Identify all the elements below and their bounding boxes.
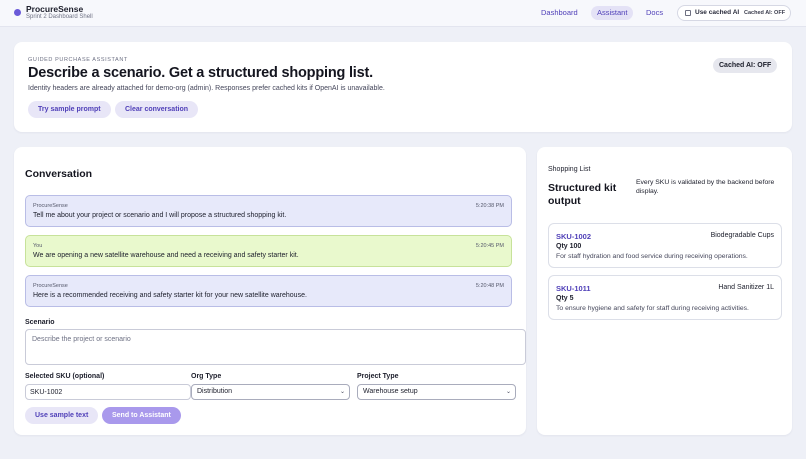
brand-subtitle: Sprint 2 Dashboard Shell (26, 14, 93, 20)
chat-message: You 5:20:45 PM We are opening a new sate… (25, 235, 512, 267)
item-qty: Qty 5 (556, 295, 574, 302)
project-type-label: Project Type (357, 373, 399, 380)
item-sku[interactable]: SKU-1002 (556, 232, 592, 241)
nav-docs[interactable]: Docs (646, 8, 664, 17)
message-time: 5:20:45 PM (475, 243, 504, 249)
chat-message: ProcureSense 5:20:48 PM Here is a recomm… (25, 275, 512, 307)
project-type-value: Warehouse setup (363, 388, 418, 395)
message-text: Here is a recommended receiving and safe… (33, 292, 307, 299)
conversation-panel: Conversation ProcureSense 5:20:38 PM Tel… (14, 147, 526, 435)
chat-message: ProcureSense 5:20:38 PM Tell me about yo… (25, 195, 512, 227)
use-sample-text-button[interactable]: Use sample text (25, 407, 99, 424)
page-title: Describe a scenario. Get a structured sh… (28, 65, 373, 81)
cached-ai-badge: Cached AI: OFF (713, 58, 778, 73)
send-to-assistant-button[interactable]: Send to Assistant (102, 407, 181, 424)
conversation-title: Conversation (25, 168, 93, 180)
hero-eyebrow: GUIDED PURCHASE ASSISTANT (28, 57, 128, 63)
shopping-list-note: Every SKU is validated by the backend be… (636, 179, 775, 195)
item-name: Hand Sanitizer 1L (718, 284, 774, 291)
project-type-select[interactable]: Warehouse setup ⌄ (357, 384, 516, 400)
brand-name[interactable]: ProcureSense (26, 4, 84, 14)
item-reason: To ensure hygiene and safety for staff d… (556, 305, 749, 312)
sku-input[interactable] (25, 384, 191, 400)
message-sender: You (33, 243, 43, 249)
list-item[interactable]: SKU-1002 Biodegradable Cups Qty 100 For … (548, 223, 782, 268)
try-sample-prompt-button[interactable]: Try sample prompt (28, 101, 111, 118)
shopping-list-title: Structured kit output (548, 182, 617, 207)
nav-dashboard[interactable]: Dashboard (541, 8, 578, 17)
sku-label: Selected SKU (optional) (25, 373, 105, 380)
nav-assistant[interactable]: Assistant (591, 6, 634, 20)
clear-conversation-button[interactable]: Clear conversation (115, 101, 199, 118)
item-name: Biodegradable Cups (710, 232, 774, 239)
message-text: Tell me about your project or scenario a… (33, 212, 287, 219)
cached-ai-label[interactable]: Use cached AI (695, 9, 740, 16)
scenario-input[interactable] (25, 329, 526, 365)
org-type-value: Distribution (197, 388, 233, 395)
message-text: We are opening a new satellite warehouse… (33, 252, 299, 259)
chevron-down-icon: ⌄ (339, 389, 345, 395)
shopping-list-eyebrow: Shopping List (548, 166, 591, 173)
cached-ai-checkbox[interactable] (685, 10, 691, 16)
item-reason: For staff hydration and food service dur… (556, 253, 748, 260)
cached-ai-status: Cached AI: OFF (744, 9, 786, 16)
item-qty: Qty 100 (556, 243, 582, 250)
org-type-label: Org Type (191, 373, 222, 380)
list-item[interactable]: SKU-1011 Hand Sanitizer 1L Qty 5 To ensu… (548, 275, 782, 320)
shopping-list-panel: Shopping List Structured kit output Ever… (537, 147, 792, 435)
message-time: 5:20:48 PM (475, 283, 504, 289)
message-sender: ProcureSense (33, 203, 68, 209)
hero-card: GUIDED PURCHASE ASSISTANT Describe a sce… (14, 42, 792, 132)
item-sku[interactable]: SKU-1011 (556, 284, 591, 293)
message-sender: ProcureSense (33, 283, 68, 289)
cached-ai-toggle[interactable]: Use cached AI Cached AI: OFF (677, 5, 791, 21)
chevron-down-icon: ⌄ (505, 389, 511, 395)
top-bar: ProcureSense Sprint 2 Dashboard Shell Da… (0, 0, 806, 27)
scenario-label: Scenario (25, 319, 55, 326)
hero-subtitle: Identity headers are already attached fo… (28, 85, 385, 92)
brand-dot-icon (14, 9, 21, 16)
message-time: 5:20:38 PM (475, 203, 504, 209)
org-type-select[interactable]: Distribution ⌄ (191, 384, 350, 400)
